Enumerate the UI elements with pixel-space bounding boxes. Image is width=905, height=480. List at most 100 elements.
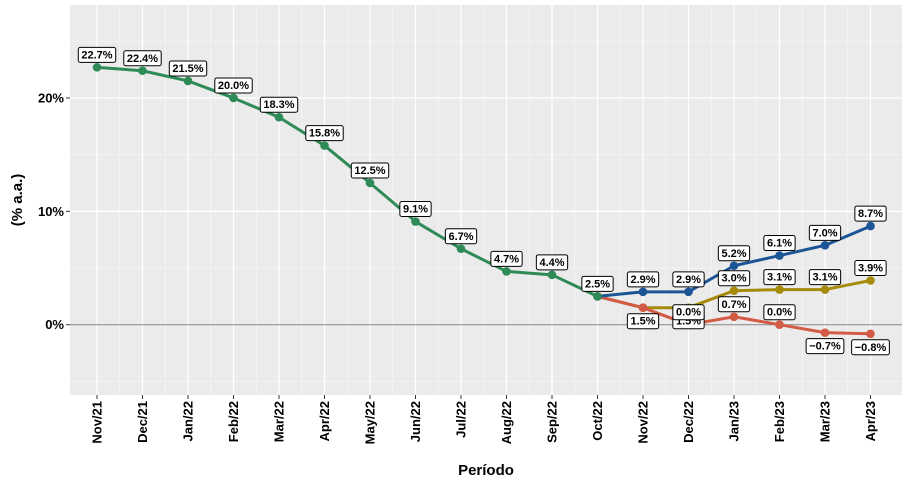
data-label: 0.7% bbox=[717, 296, 751, 313]
data-label: 6.7% bbox=[444, 228, 478, 245]
data-point bbox=[775, 251, 784, 260]
svg-text:2.5%: 2.5% bbox=[585, 278, 610, 290]
svg-text:21.5%: 21.5% bbox=[172, 63, 203, 75]
svg-text:15.8%: 15.8% bbox=[309, 128, 340, 140]
x-axis-title: Período bbox=[458, 462, 514, 479]
data-label: 12.5% bbox=[350, 162, 390, 179]
x-tick-label: Feb/22 bbox=[226, 401, 241, 442]
data-point bbox=[820, 241, 830, 250]
data-point bbox=[866, 329, 875, 339]
data-point bbox=[638, 303, 648, 313]
data-labels: 22.7% 22.4% 21.5% 20.0% 18.3% 15.8% 12.5% 9.1% 6… bbox=[77, 46, 890, 356]
data-label: 0.0% bbox=[763, 304, 796, 321]
plot-panel bbox=[70, 5, 902, 395]
data-label: 22.7% bbox=[77, 46, 117, 63]
data-label: 3.0% bbox=[717, 270, 751, 287]
svg-text:3.9%: 3.9% bbox=[858, 262, 883, 274]
data-point bbox=[138, 66, 147, 76]
x-axis: Nov/21 Dec/21 Jan/22 Feb/22 Mar/22 Apr/22 May/… bbox=[90, 395, 878, 444]
data-point bbox=[183, 76, 193, 86]
data-point bbox=[684, 287, 693, 297]
data-point bbox=[820, 285, 830, 294]
data-label: 9.1% bbox=[399, 201, 432, 218]
data-label: 0.0% bbox=[672, 304, 705, 321]
svg-text:9.1%: 9.1% bbox=[403, 204, 428, 216]
y-axis: 0% 10% 20% bbox=[38, 90, 70, 332]
series-line bbox=[96, 65, 599, 298]
svg-text:4.4%: 4.4% bbox=[539, 257, 564, 269]
svg-text:22.7%: 22.7% bbox=[81, 49, 112, 61]
data-label: 21.5% bbox=[168, 60, 208, 77]
svg-text:6.7%: 6.7% bbox=[448, 231, 473, 243]
data-point bbox=[92, 63, 102, 72]
y-tick-label: 0% bbox=[45, 317, 64, 332]
data-label: 7.0% bbox=[808, 224, 842, 241]
data-point bbox=[547, 270, 557, 280]
y-tick-label: 10% bbox=[38, 204, 64, 219]
svg-text:5.2%: 5.2% bbox=[721, 248, 746, 260]
data-label: 4.7% bbox=[490, 250, 523, 267]
svg-text:6.1%: 6.1% bbox=[767, 238, 792, 250]
x-tick-label: Mar/23 bbox=[818, 401, 833, 442]
data-label: −0.7% bbox=[805, 338, 845, 355]
svg-text:3.0%: 3.0% bbox=[721, 273, 746, 285]
data-point bbox=[866, 276, 875, 285]
data-label: 5.2% bbox=[717, 245, 751, 262]
x-tick-label: Jan/22 bbox=[181, 401, 196, 441]
x-tick-label: Nov/21 bbox=[90, 401, 105, 444]
x-tick-label: May/22 bbox=[363, 401, 378, 444]
x-tick-label: Jun/22 bbox=[408, 401, 423, 442]
series-layer bbox=[92, 63, 875, 339]
data-label: 6.1% bbox=[763, 235, 796, 252]
data-point bbox=[729, 261, 739, 271]
data-point bbox=[729, 312, 739, 322]
data-point bbox=[820, 328, 830, 337]
x-tick-label: Apr/22 bbox=[317, 401, 332, 441]
x-tick-label: Jul/22 bbox=[454, 401, 469, 438]
svg-text:12.5%: 12.5% bbox=[354, 165, 385, 177]
data-label: 3.9% bbox=[854, 259, 887, 276]
data-label: 8.7% bbox=[854, 205, 887, 222]
data-label: 3.1% bbox=[808, 269, 842, 286]
svg-text:−0.7%: −0.7% bbox=[809, 341, 841, 353]
svg-text:2.9%: 2.9% bbox=[676, 274, 701, 286]
y-axis-title: (% a.a.) bbox=[9, 174, 26, 227]
data-label: 15.8% bbox=[305, 125, 344, 142]
data-point bbox=[320, 141, 329, 150]
svg-text:3.1%: 3.1% bbox=[812, 272, 837, 284]
data-point bbox=[274, 112, 284, 122]
svg-text:22.4%: 22.4% bbox=[127, 53, 158, 65]
data-point bbox=[866, 221, 875, 231]
x-tick-label: Jan/23 bbox=[727, 401, 742, 441]
svg-text:3.1%: 3.1% bbox=[767, 272, 792, 284]
data-point bbox=[775, 320, 784, 330]
data-label: 22.4% bbox=[123, 50, 162, 67]
x-tick-label: Oct/22 bbox=[590, 401, 605, 441]
data-label: −0.8% bbox=[851, 339, 890, 356]
svg-text:0.0%: 0.0% bbox=[767, 307, 792, 319]
svg-text:20.0%: 20.0% bbox=[218, 80, 249, 92]
data-point bbox=[593, 292, 602, 301]
x-tick-label: Feb/23 bbox=[772, 401, 787, 442]
data-label: 2.9% bbox=[626, 271, 660, 288]
data-point bbox=[729, 286, 739, 295]
data-point bbox=[456, 244, 466, 254]
svg-text:7.0%: 7.0% bbox=[812, 227, 837, 239]
svg-text:18.3%: 18.3% bbox=[263, 99, 294, 111]
svg-text:2.9%: 2.9% bbox=[630, 274, 655, 286]
data-point bbox=[775, 285, 784, 294]
data-point bbox=[502, 267, 511, 276]
data-label: 2.9% bbox=[672, 271, 705, 288]
x-tick-label: Sep/22 bbox=[545, 401, 560, 443]
data-label: 3.1% bbox=[763, 269, 796, 286]
data-point bbox=[229, 93, 238, 103]
svg-text:1.5%: 1.5% bbox=[630, 316, 655, 328]
data-label: 2.5% bbox=[581, 275, 614, 292]
data-label: 20.0% bbox=[214, 77, 253, 94]
x-tick-label: Nov/22 bbox=[636, 401, 651, 444]
svg-text:0.0%: 0.0% bbox=[676, 307, 701, 319]
x-tick-label: Dec/21 bbox=[135, 401, 150, 443]
svg-text:0.7%: 0.7% bbox=[721, 299, 746, 311]
data-label: 1.5% bbox=[626, 313, 660, 330]
